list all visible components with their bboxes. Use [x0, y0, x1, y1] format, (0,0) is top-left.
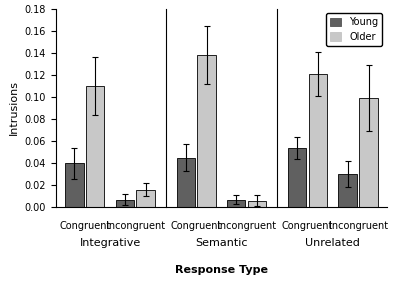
Text: Congruent: Congruent [59, 221, 111, 231]
Text: Incongruent: Incongruent [106, 221, 165, 231]
Bar [116, 200, 134, 207]
Text: Incongruent: Incongruent [217, 221, 276, 231]
Text: Congruent: Congruent [282, 221, 333, 231]
Bar [198, 55, 216, 207]
Y-axis label: Intrusions: Intrusions [9, 80, 19, 135]
Bar [248, 201, 267, 207]
Bar [176, 158, 195, 207]
Text: Semantic: Semantic [195, 238, 248, 248]
Text: Unrelated: Unrelated [305, 238, 360, 248]
Text: Congruent: Congruent [170, 221, 222, 231]
Bar [288, 148, 306, 207]
Bar [65, 163, 83, 207]
Legend: Young, Older: Young, Older [326, 13, 382, 46]
Bar [227, 200, 245, 207]
Text: Response Type: Response Type [175, 265, 268, 275]
Bar [309, 74, 327, 207]
Bar [359, 98, 378, 207]
Bar [338, 174, 357, 207]
Text: Integrative: Integrative [79, 238, 141, 248]
Text: Incongruent: Incongruent [328, 221, 388, 231]
Bar [136, 190, 155, 207]
Bar [86, 86, 105, 207]
